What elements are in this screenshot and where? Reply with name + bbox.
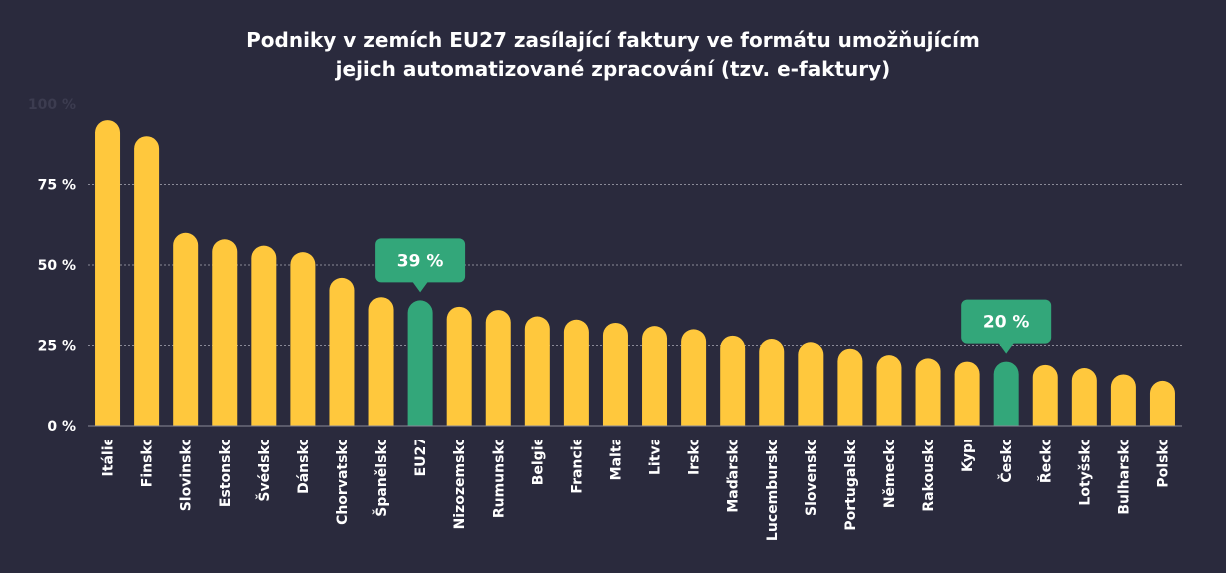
chart-title-line-1: Podniky v zemích EU27 zasílající faktury… bbox=[246, 28, 980, 52]
callout-box bbox=[961, 299, 1052, 344]
bar bbox=[602, 322, 628, 438]
bar bbox=[681, 329, 707, 438]
x-tick-label: Lotyšsko bbox=[1077, 436, 1093, 506]
y-tick-label: 50 % bbox=[38, 258, 76, 274]
x-tick-label: Itálie bbox=[101, 436, 117, 476]
bar bbox=[251, 245, 277, 438]
x-tick-label: EU27 bbox=[413, 436, 429, 476]
x-tick-label: Slovinsko bbox=[179, 436, 195, 512]
callout-pointer bbox=[412, 281, 429, 293]
x-tick-label: Malta bbox=[608, 436, 624, 480]
bar bbox=[407, 300, 433, 438]
bar bbox=[446, 306, 472, 438]
bar bbox=[759, 339, 785, 438]
y-tick-label: 75 % bbox=[38, 178, 76, 194]
x-tick-label: Lucembursko bbox=[765, 436, 781, 541]
x-tick-label: Švédsko bbox=[255, 436, 273, 502]
x-tick-label: Finsko bbox=[140, 436, 156, 488]
x-tick-label: Rumunsko bbox=[491, 436, 507, 519]
bar bbox=[915, 358, 941, 438]
y-tick-label: 25 % bbox=[38, 339, 76, 355]
callout: 20 % bbox=[961, 299, 1052, 354]
bar bbox=[642, 326, 668, 438]
bar bbox=[212, 239, 238, 438]
y-tick-label: 100 % bbox=[28, 97, 76, 113]
chart-title-line-2: jejich automatizované zpracování (tzv. e… bbox=[335, 57, 891, 81]
x-tick-label: Litva bbox=[648, 436, 664, 475]
bar bbox=[1071, 368, 1097, 438]
x-tick-label: Česko bbox=[997, 436, 1015, 483]
bar bbox=[563, 319, 589, 438]
bar bbox=[290, 252, 316, 438]
x-tick-label: Nizozemsko bbox=[452, 436, 468, 530]
bar bbox=[837, 348, 863, 438]
x-tick-label: Estonsko bbox=[218, 436, 234, 507]
x-tick-label: Bulharsko bbox=[1116, 436, 1132, 515]
x-tick-label: Řecko bbox=[1037, 436, 1054, 484]
x-tick-label: Španělsko bbox=[372, 436, 390, 517]
x-tick-label: Rakousko bbox=[921, 436, 937, 512]
data-label: 39 % bbox=[397, 251, 444, 271]
bar bbox=[485, 310, 511, 438]
bar bbox=[954, 361, 980, 438]
bar bbox=[993, 361, 1019, 438]
x-tick-label: Chorvatsko bbox=[335, 436, 351, 525]
callout-box bbox=[375, 238, 466, 283]
bar bbox=[368, 297, 394, 438]
bar bbox=[524, 316, 550, 438]
baseline-mask bbox=[86, 426, 1184, 440]
y-tick-label: 0 % bbox=[47, 419, 76, 435]
x-tick-label: Maďarsko bbox=[726, 436, 742, 513]
data-label: 20 % bbox=[983, 313, 1030, 333]
bar bbox=[95, 120, 121, 438]
callout-pointer bbox=[998, 342, 1015, 354]
bar bbox=[876, 355, 902, 438]
x-tick-label: Polsko bbox=[1155, 436, 1171, 488]
callout: 39 % bbox=[375, 238, 466, 293]
x-tick-label: Francie bbox=[569, 436, 585, 494]
x-tick-label: Belgie bbox=[530, 436, 546, 485]
x-tick-label: Dánsko bbox=[296, 436, 312, 494]
x-tick-label: Irsko bbox=[687, 436, 703, 475]
chart-title: Podniky v zemích EU27 zasílající faktury… bbox=[0, 26, 1226, 84]
x-tick-label: Kypr bbox=[960, 436, 976, 472]
bar bbox=[1149, 380, 1175, 438]
x-tick-label: Portugalsko bbox=[843, 436, 859, 531]
bar bbox=[720, 335, 746, 438]
bar bbox=[173, 232, 199, 438]
bar bbox=[134, 136, 160, 438]
bar bbox=[1110, 374, 1136, 438]
bar bbox=[798, 342, 824, 438]
bar bbox=[329, 277, 355, 438]
bar bbox=[1032, 364, 1058, 438]
x-tick-label: Německo bbox=[882, 436, 898, 509]
x-tick-label: Slovensko bbox=[804, 436, 820, 516]
